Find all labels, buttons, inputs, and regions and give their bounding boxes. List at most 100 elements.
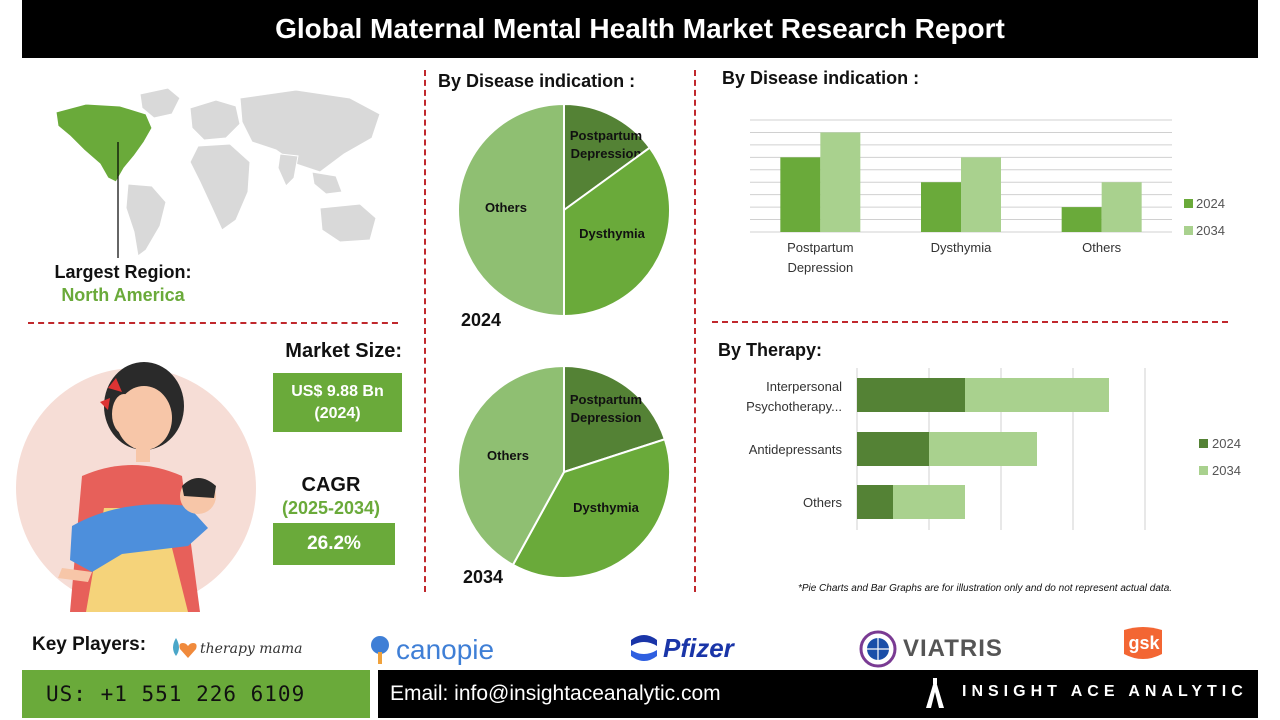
pie-label-others: Others <box>487 448 529 463</box>
market-size-label: Market Size: <box>285 340 402 362</box>
map-europe <box>189 99 241 141</box>
pie-label-postpartum-depression: Postpartum Depression <box>570 128 642 161</box>
pie-chart-2024: Postpartum Depression Dysthymia Others <box>457 102 671 318</box>
pie-year-2024: 2024 <box>461 310 502 330</box>
cagr-value: 26.2% <box>307 533 361 554</box>
largest-region: Largest Region: North America <box>30 262 216 306</box>
divider-region <box>28 322 398 324</box>
footer-brand: INSIGHT ACE ANALYTIC <box>962 683 1248 700</box>
map-australia <box>319 203 377 243</box>
logo-therapy-mama-text: therapy mama <box>200 641 303 657</box>
legend-swatch-2024 <box>1199 439 1208 448</box>
bar-chart-disease: Postpartum Depression Dysthymia Others 2024 2… <box>750 119 1225 275</box>
x-tick-line: Others <box>1082 240 1122 255</box>
divider-left <box>424 70 426 592</box>
divider-right <box>694 70 696 592</box>
pie-label-others: Others <box>485 200 527 215</box>
logo-viatris: VIATRIS <box>859 630 1003 668</box>
bar-chart-therapy: Interpersonal Psychotherapy... Antidepress… <box>746 368 1241 530</box>
map-asia <box>239 89 381 173</box>
logo-gsk: gsk <box>1118 624 1168 666</box>
brand-logo-icon <box>926 678 944 708</box>
cagr-period: (2025-2034) <box>281 498 381 518</box>
bar-others-2024 <box>1061 207 1102 232</box>
pie-slice-dysthymia <box>563 146 671 318</box>
key-players-label: Key Players: <box>32 634 147 655</box>
report-title: Global Maternal Mental Health Market Res… <box>22 0 1258 58</box>
pie-label-postpartum-depression: Postpartum Depression <box>570 392 642 425</box>
pie-label-line: Others <box>487 448 529 463</box>
pie-slice-postpartum-depression <box>563 102 652 212</box>
x-tick-line: Postpartum <box>787 240 853 255</box>
largest-region-label: Largest Region: <box>54 262 192 282</box>
x-tick-others: Others <box>1082 240 1122 255</box>
legend-label-2034: 2034 <box>1196 223 1225 238</box>
y-tick-line: Others <box>803 495 843 510</box>
x-tick-line: Depression <box>787 260 853 275</box>
cagr-box: 26.2% <box>273 523 395 565</box>
bar-dysthymia-2024 <box>921 182 961 232</box>
market-size-year: (2024) <box>314 404 361 422</box>
bar-postpartum-depression-2024 <box>780 157 821 232</box>
map-greenland <box>139 87 181 119</box>
legend-swatch-2034 <box>1184 226 1193 235</box>
x-tick-line: Dysthymia <box>931 240 992 255</box>
pie-slice-others <box>457 102 565 318</box>
pie-label-line: Depression <box>571 410 642 425</box>
bar-others-2034 <box>1101 182 1142 232</box>
legend-label-2024: 2024 <box>1212 436 1241 451</box>
logo-gsk-text: gsk <box>1128 633 1160 653</box>
hbar-interpersonal-psychotherapy-2024 <box>857 378 965 412</box>
logo-therapy-mama: therapy mama <box>168 634 303 664</box>
world-map <box>55 87 381 258</box>
gsk-badge-icon <box>1124 627 1162 659</box>
tree-icon <box>371 636 389 664</box>
logo-pfizer: Pfizer <box>627 630 734 666</box>
y-tick-antidepressants: Antidepressants <box>749 442 843 457</box>
hbar-others-2024 <box>857 485 893 519</box>
divider-charts <box>712 321 1228 323</box>
legend-swatch-2034 <box>1199 466 1208 475</box>
map-india <box>277 153 299 187</box>
pie-label-line: Dysthymia <box>579 226 646 241</box>
map-southeast-asia <box>311 171 343 195</box>
cagr-label: CAGR <box>301 474 361 496</box>
pie-section-title: By Disease indication : <box>438 71 636 91</box>
y-tick-line: Psychotherapy... <box>746 399 842 414</box>
bar-postpartum-depression-2034 <box>820 132 861 232</box>
legend-label-2034: 2034 <box>1212 463 1241 478</box>
pie-label-dysthymia: Dysthymia <box>579 226 646 241</box>
heart-drop-icon <box>173 638 197 658</box>
logo-canopie: canopie <box>368 634 494 666</box>
logo-viatris-text: VIATRIS <box>903 635 1003 662</box>
hbar-interpersonal-psychotherapy-2034 <box>965 378 1109 412</box>
pie-label-line: Postpartum <box>570 128 642 143</box>
footer-phone: US: +1 551 226 6109 <box>22 670 370 718</box>
y-tick-others: Others <box>803 495 843 510</box>
pie-label-line: Postpartum <box>570 392 642 407</box>
bar-section-title: By Disease indication : <box>722 68 920 88</box>
pie-label-line: Depression <box>571 146 642 161</box>
pie-slice-others <box>457 364 565 567</box>
pie-year-2034: 2034 <box>463 567 504 587</box>
map-north-america <box>55 103 153 183</box>
pie-slice-postpartum-depression <box>563 364 667 474</box>
market-size-value: US$ 9.88 Bn <box>291 382 384 400</box>
pie-label-line: Dysthymia <box>573 500 640 515</box>
illustration-note: *Pie Charts and Bar Graphs are for illus… <box>797 583 1173 594</box>
globe-icon <box>859 630 897 668</box>
x-tick-dysthymia: Dysthymia <box>931 240 992 255</box>
legend-label-2024: 2024 <box>1196 196 1225 211</box>
pie-label-line: Others <box>485 200 527 215</box>
map-south-america <box>125 183 167 257</box>
legend-swatch-2024 <box>1184 199 1193 208</box>
pie-label-dysthymia: Dysthymia <box>573 500 640 515</box>
therapy-section-title: By Therapy: <box>718 340 823 360</box>
logo-canopie-text: canopie <box>396 634 495 665</box>
y-tick-line: Interpersonal <box>766 379 842 394</box>
map-africa <box>189 143 251 231</box>
x-tick-postpartum-depression: Postpartum Depression <box>787 240 853 275</box>
hbar-antidepressants-2024 <box>857 432 929 466</box>
pie-chart-2034: Postpartum Depression Dysthymia Others <box>457 364 671 579</box>
bar-dysthymia-2034 <box>961 157 1001 232</box>
